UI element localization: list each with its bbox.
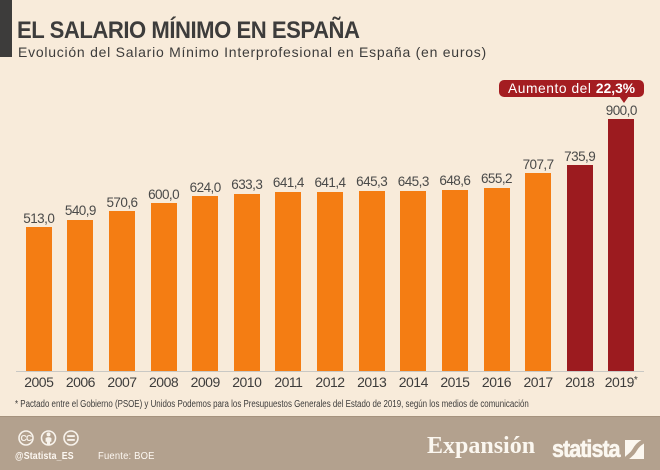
svg-text:CC: CC xyxy=(20,433,32,443)
